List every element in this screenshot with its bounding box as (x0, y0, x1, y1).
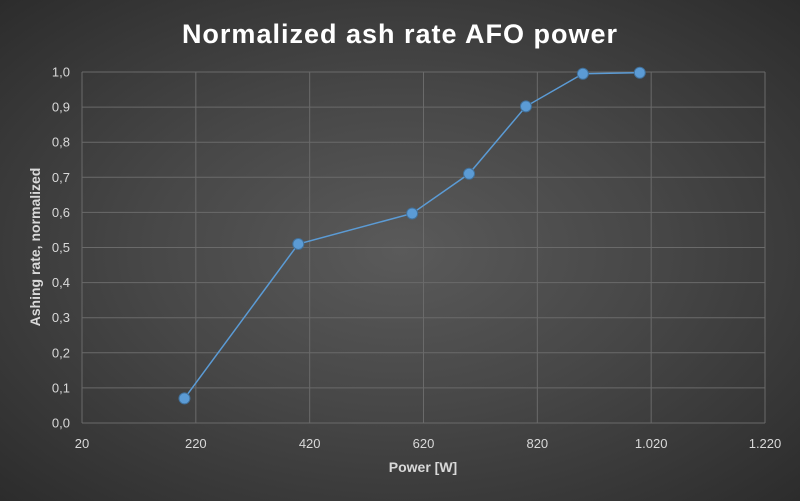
data-point (178, 392, 191, 405)
y-tick-label: 0,4 (52, 275, 70, 290)
gridlines (81, 71, 766, 424)
y-tick-label: 1,0 (52, 65, 70, 80)
x-tick-label: 20 (75, 436, 89, 451)
x-tick-label: 620 (413, 436, 435, 451)
data-point (406, 207, 419, 220)
y-tick-label: 0,3 (52, 310, 70, 325)
x-tick-label: 1.220 (749, 436, 782, 451)
y-axis-title: Ashing rate, normalized (27, 168, 43, 327)
data-point (633, 66, 646, 79)
y-tick-label: 0,2 (52, 345, 70, 360)
y-tick-label: 0,0 (52, 416, 70, 431)
x-axis-title: Power [W] (389, 459, 457, 475)
y-tick-label: 0,6 (52, 205, 70, 220)
y-tick-label: 0,9 (52, 100, 70, 115)
data-point (576, 67, 589, 80)
x-tick-labels: 20 220 420 620 820 1.020 1.220 (75, 436, 782, 451)
y-tick-label: 0,1 (52, 380, 70, 395)
data-point (292, 237, 305, 250)
chart-title: Normalized ash rate AFO power (182, 19, 618, 49)
data-series (178, 66, 646, 405)
y-tick-label: 0,5 (52, 240, 70, 255)
x-tick-label: 420 (299, 436, 321, 451)
series-line (183, 71, 640, 399)
x-tick-label: 1.020 (635, 436, 668, 451)
data-point (519, 100, 532, 113)
y-tick-label: 0,8 (52, 135, 70, 150)
x-tick-label: 220 (185, 436, 207, 451)
x-tick-label: 820 (526, 436, 548, 451)
data-point (463, 167, 476, 180)
y-tick-label: 0,7 (52, 170, 70, 185)
y-tick-labels: 0,0 0,1 0,2 0,3 0,4 0,5 0,6 0,7 0,8 0,9 1,0 (52, 65, 70, 431)
